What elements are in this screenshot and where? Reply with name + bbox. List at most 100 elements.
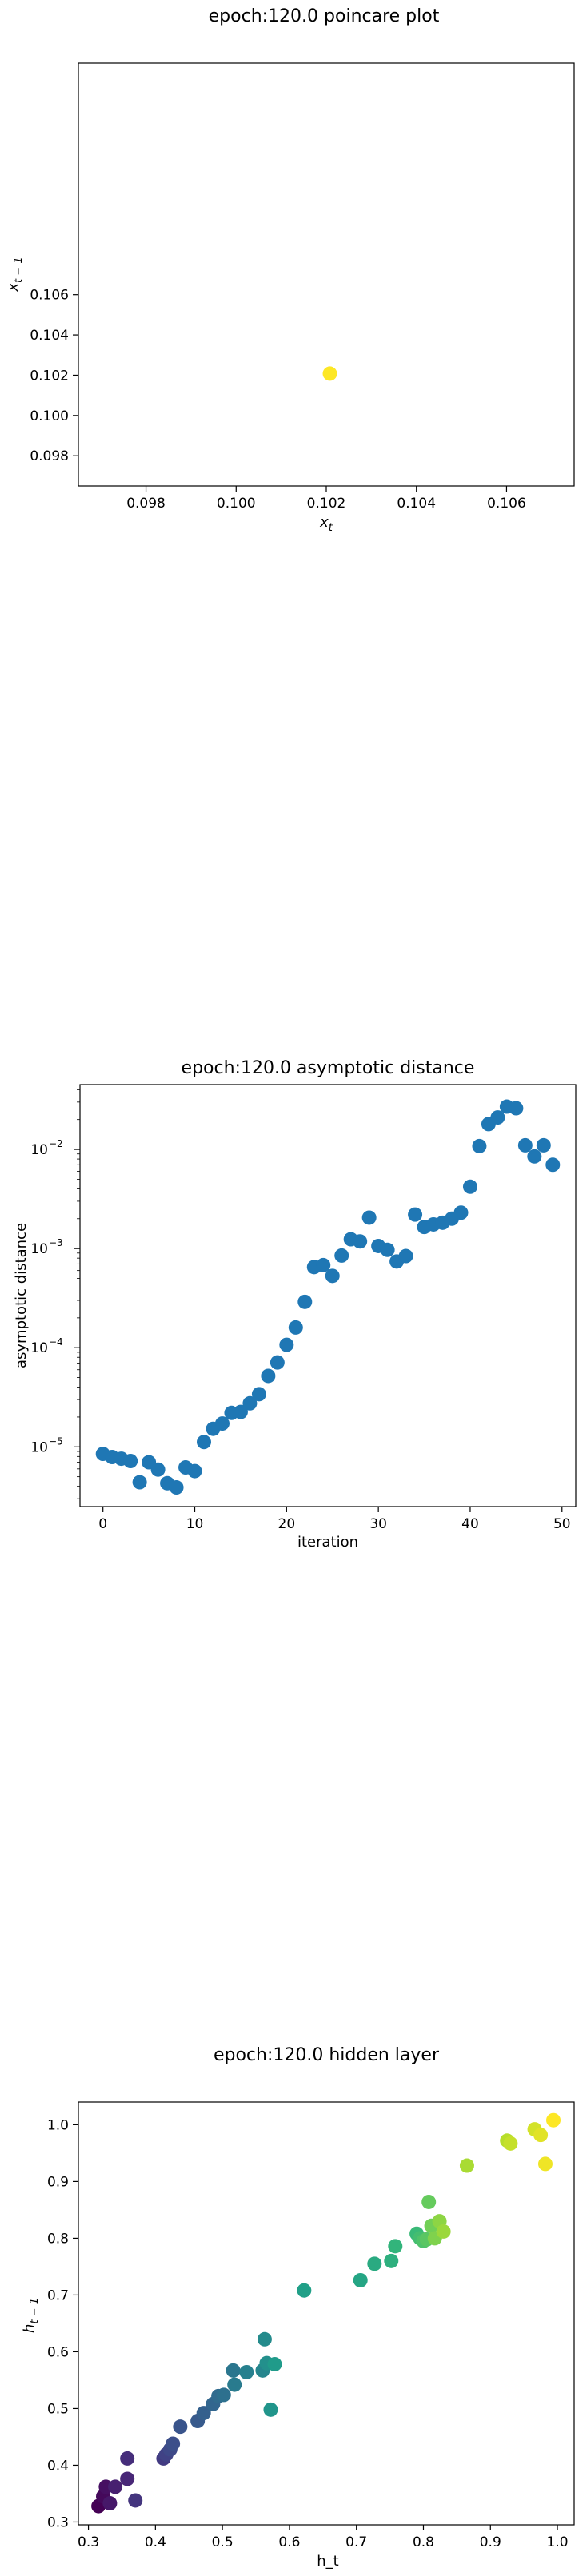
data-point	[453, 1205, 469, 1220]
data-point	[490, 1110, 505, 1125]
data-point	[325, 1268, 340, 1284]
data-point	[102, 2496, 118, 2511]
y-tick-label: 0.9	[47, 2174, 69, 2190]
data-point	[517, 1137, 533, 1153]
poincare-plot-axes-frame	[78, 62, 575, 487]
hidden-layer-x-ticks: 0.3 0.4 0.5 0.6 0.7 0.8 0.9 1.0	[78, 2525, 569, 2550]
x-tick-label: 0.5	[212, 2534, 234, 2550]
x-tick-label: 0.9	[480, 2534, 501, 2550]
x-tick-label: 20	[278, 1516, 296, 1532]
data-point	[472, 1138, 487, 1153]
poincare-plot-chart: epoch:120.0 poincare plot 0.098 0.100 0.10…	[5, 6, 575, 534]
y-tick-label: 0.7	[47, 2287, 69, 2303]
hidden-layer-x-label: h_t	[317, 2553, 338, 2570]
data-point	[227, 2377, 242, 2392]
data-point	[120, 2471, 135, 2486]
hidden-layer-axes-frame	[78, 2101, 575, 2526]
asymptotic-distance-y-label: asymptotic distance	[13, 1223, 30, 1368]
asymptotic-distance-title: epoch:120.0 asymptotic distance	[182, 1058, 475, 1078]
data-point	[120, 2451, 135, 2466]
data-point	[239, 2364, 254, 2379]
data-point	[380, 1242, 395, 1257]
data-point	[196, 2406, 211, 2421]
x-tick-label: 0.106	[487, 496, 526, 512]
y-tick-label: 0.8	[47, 2231, 69, 2247]
y-tick-exponent: −4	[49, 1336, 63, 1348]
poincare-plot-y-label: xt − 1	[5, 257, 25, 292]
data-point	[436, 2224, 451, 2239]
x-tick-label: 0.8	[413, 2534, 434, 2550]
data-point	[398, 1248, 413, 1264]
poincare-plot-x-label: xt	[319, 514, 333, 534]
x-tick-label: 10	[186, 1516, 204, 1532]
y-tick-label: 0.102	[30, 368, 69, 384]
data-point	[128, 2493, 143, 2508]
data-point	[503, 2136, 518, 2151]
data-point	[261, 1368, 276, 1384]
data-point	[173, 2419, 188, 2435]
data-point	[353, 1234, 368, 1249]
x-tick-label: 50	[553, 1516, 571, 1532]
x-tick-label: 0.100	[217, 496, 256, 512]
x-tick-label: 0.104	[397, 496, 436, 512]
y-tick-label: 0.104	[30, 328, 69, 344]
asymptotic-distance-points	[95, 1099, 561, 1495]
data-point	[361, 1210, 377, 1225]
data-point	[257, 2331, 272, 2347]
data-point	[546, 2112, 561, 2128]
data-point	[537, 2156, 553, 2172]
data-point	[166, 2436, 181, 2451]
data-point	[297, 1294, 313, 1309]
data-point	[216, 2387, 231, 2403]
data-point	[251, 1387, 266, 1402]
asymptotic-distance-x-ticks: 0 10 20 30 40 50	[98, 1507, 571, 1532]
data-point	[527, 1149, 542, 1164]
x-tick-label: 0.4	[145, 2534, 166, 2550]
data-point	[459, 2158, 474, 2173]
data-point	[169, 1480, 184, 1495]
data-point	[536, 1137, 551, 1153]
poincare-plot-y-ticks: 0.098 0.100 0.102 0.104 0.106	[30, 288, 78, 464]
hidden-layer-chart: epoch:120.0 hidden layer 0.3 0.4 0.5 0.6 0.7…	[21, 2045, 575, 2570]
data-point	[226, 2363, 241, 2378]
data-point	[367, 2256, 382, 2271]
y-tick-exponent: −5	[49, 1435, 63, 1447]
x-tick-label: 0.102	[307, 496, 346, 512]
x-tick-label: 0	[98, 1516, 107, 1532]
asymptotic-distance-y-ticks: 10−510−410−310−2	[30, 1138, 80, 1455]
data-point	[242, 1395, 258, 1411]
data-point	[267, 2357, 282, 2372]
data-point	[150, 1462, 166, 1477]
x-tick-label: 0.6	[278, 2534, 300, 2550]
hidden-layer-points	[91, 2112, 561, 2514]
data-point	[214, 1416, 230, 1431]
data-point	[509, 1101, 524, 1116]
hidden-layer-y-label: ht − 1	[21, 2298, 41, 2333]
data-point	[316, 1257, 331, 1272]
data-point	[533, 2128, 549, 2143]
y-tick-label: 0.106	[30, 288, 69, 304]
x-tick-label: 0.3	[78, 2534, 99, 2550]
data-point	[322, 366, 337, 381]
y-tick-label: 10	[30, 1241, 48, 1257]
data-point	[384, 2253, 399, 2268]
data-point	[408, 1207, 423, 1222]
data-point	[462, 1179, 477, 1194]
asymptotic-distance-axes-frame	[79, 1084, 577, 1507]
poincare-plot-title: epoch:120.0 poincare plot	[209, 6, 440, 26]
asymptotic-distance-x-label: iteration	[297, 1534, 358, 1551]
data-point	[187, 1463, 202, 1479]
y-tick-exponent: −2	[49, 1138, 63, 1149]
hidden-layer-y-ticks: 0.3 0.4 0.5 0.6 0.7 0.8 0.9 1.0	[47, 2117, 78, 2530]
data-point	[297, 2283, 312, 2298]
y-tick-label: 10	[30, 1142, 48, 1158]
asymptotic-distance-minor-ticks	[77, 1089, 80, 1499]
data-point	[108, 2479, 123, 2494]
data-point	[132, 1475, 147, 1490]
data-point	[197, 1435, 211, 1450]
y-tick-label: 0.098	[30, 448, 69, 464]
poincare-plot-points	[322, 366, 337, 381]
data-point	[288, 1320, 303, 1335]
hidden-layer-title: epoch:120.0 hidden layer	[214, 2045, 440, 2065]
data-point	[388, 2239, 403, 2254]
